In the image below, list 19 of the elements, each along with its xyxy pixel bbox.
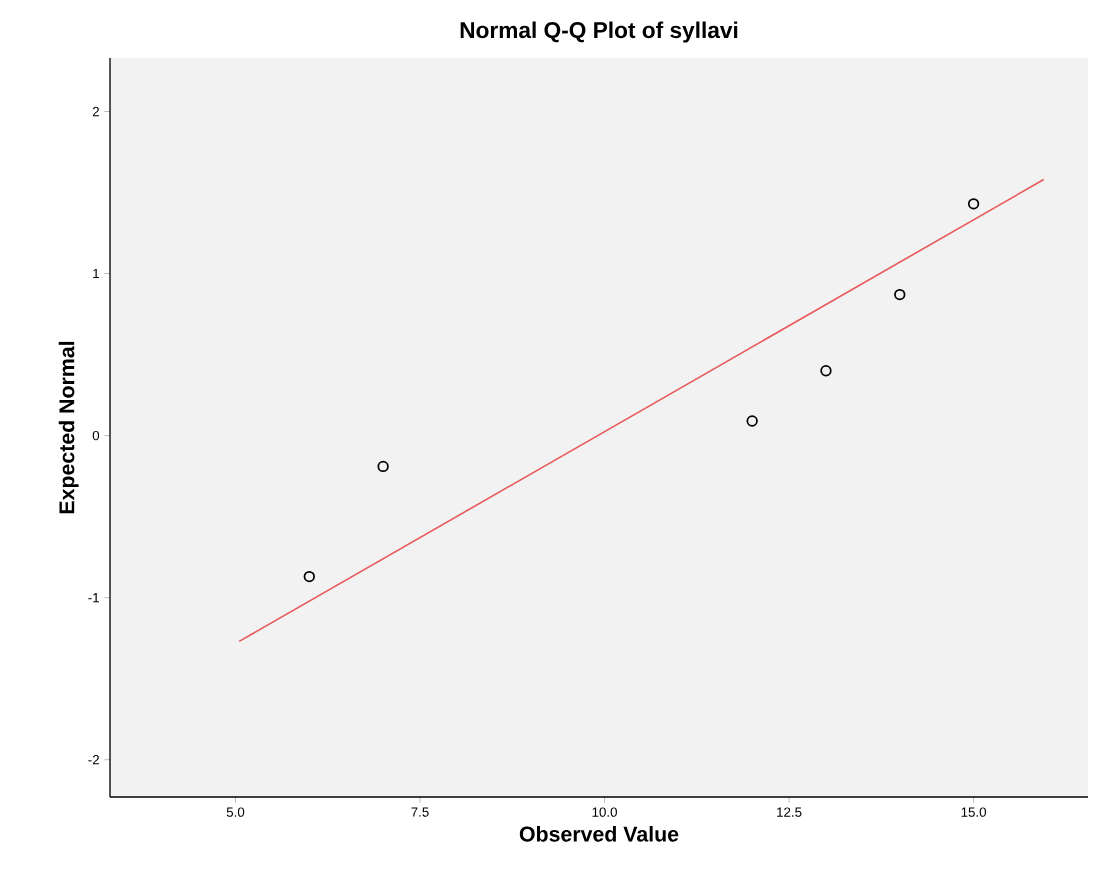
y-tick-label: 0 <box>92 430 100 441</box>
x-tick-label: 7.5 <box>411 807 429 817</box>
point <box>820 365 832 377</box>
x-tick-label: 10.0 <box>592 807 617 817</box>
y-axis-title: Expected Normal <box>58 341 79 514</box>
point <box>967 198 980 210</box>
y-tick-label: 1 <box>93 268 99 279</box>
x-tick-label: 15.0 <box>961 807 987 817</box>
y-tick-label: -2 <box>88 755 99 765</box>
x-axis-title: Observed Value <box>519 825 679 842</box>
y-tick-label: -1 <box>88 593 99 603</box>
point <box>894 288 906 301</box>
y-tick-label: 2 <box>92 106 99 117</box>
x-tick-label: 12.5 <box>777 807 802 817</box>
point <box>746 415 758 427</box>
x-tick-label: 5.0 <box>226 807 245 817</box>
point <box>303 570 315 583</box>
chart-title: Normal Q-Q Plot of syllavi <box>460 21 738 43</box>
point <box>377 460 389 473</box>
